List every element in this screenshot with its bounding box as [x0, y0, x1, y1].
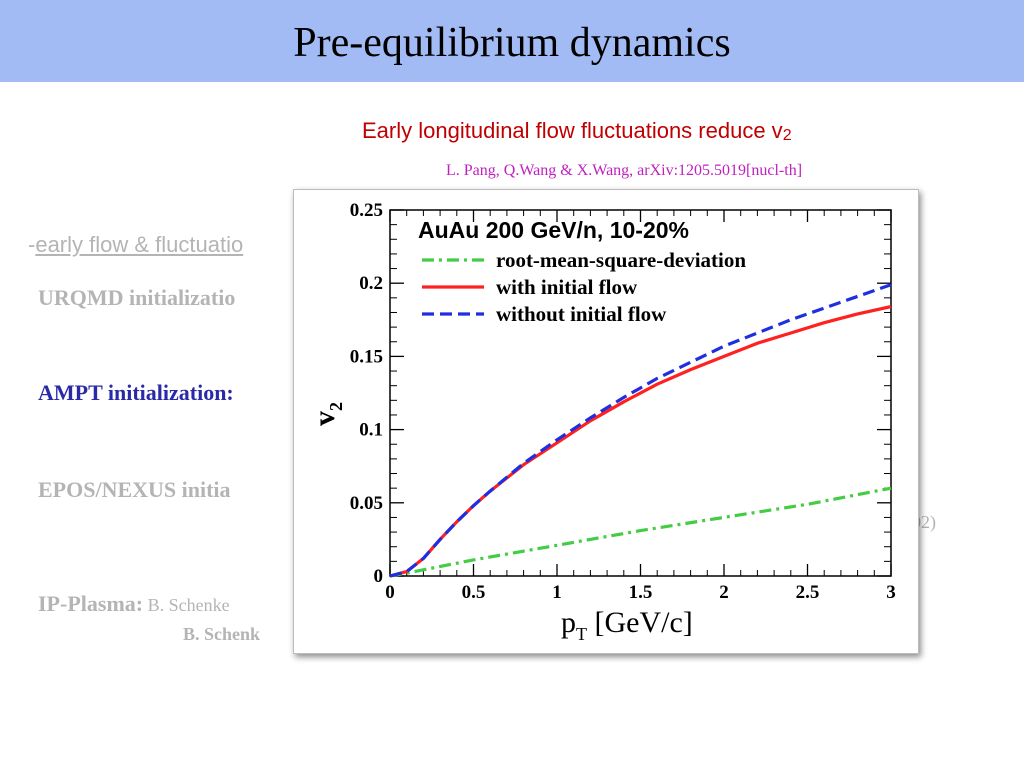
y-tick-label: 0.25 [350, 200, 383, 221]
ticks: 0 0.5 1 1.5 2 2.5 3 0 0.05 0.1 0.15 0.2 0.25 [350, 200, 896, 603]
ip-plasma-item: IP-Plasma: B. Schenke [38, 591, 230, 617]
y-tick-label: 0.2 [359, 273, 383, 294]
x-axis-label: pT [GeV/c] [561, 606, 693, 644]
epos-item: EPOS/NEXUS initia [38, 477, 231, 502]
subtitle-subscript: 2 [782, 127, 792, 144]
early-flow-text: early flow & fluctuatio [35, 232, 244, 257]
series-line-with-initial-flow [389, 305, 892, 578]
subtitle: Early longitudinal flow fluctuations red… [362, 118, 792, 144]
y-tick-label: 0.1 [359, 420, 383, 441]
title-bar: Pre-equilibrium dynamics [0, 0, 1024, 82]
subtitle-text: Early longitudinal flow fluctuations red… [362, 118, 783, 143]
x-tick-label: 1 [552, 582, 562, 603]
legend-label: without initial flow [496, 302, 667, 326]
x-axis-label-main: p [561, 606, 576, 639]
urqmd-item: URQMD initializatio [38, 285, 236, 310]
x-tick-label: 3 [886, 582, 896, 603]
x-tick-label: 2.5 [796, 582, 820, 603]
legend-label: root-mean-square-deviation [496, 248, 746, 272]
ip-plasma-author-2: B. Schenk [183, 624, 261, 644]
reference-citation: L. Pang, Q.Wang & X.Wang, arXiv:1205.501… [446, 162, 803, 179]
slide-title: Pre-equilibrium dynamics [293, 20, 731, 66]
chart-title: AuAu 200 GeV/n, 10-20% [418, 217, 689, 243]
v2-chart: 0 0.5 1 1.5 2 2.5 3 0 0.05 0.1 0.15 0.2 0.25 AuAu 20… [308, 200, 896, 644]
legend-label: with initial flow [496, 275, 638, 299]
legend: root-mean-square-deviation with initial f… [422, 248, 746, 326]
early-flow-line: -early flow & fluctuatio [28, 232, 243, 258]
ampt-item: AMPT initialization: [38, 380, 234, 405]
x-tick-label: 0.5 [462, 582, 486, 603]
y-tick-label: 0 [374, 566, 384, 587]
series-line-without-initial-flow [389, 283, 892, 578]
x-axis-label-sub: T [576, 624, 587, 644]
chart-panel: 0 0.5 1 1.5 2 2.5 3 0 0.05 0.1 0.15 0.2 0.25 AuAu 20… [293, 189, 919, 654]
series-lines [389, 283, 892, 578]
early-prefix: - [28, 232, 36, 257]
y-tick-label: 0.05 [350, 493, 383, 514]
y-axis-label-main: v [308, 411, 341, 426]
y-axis-label: v2 [308, 402, 346, 426]
x-tick-label: 0 [385, 582, 395, 603]
y-axis-label-sub: 2 [326, 402, 346, 411]
x-axis-label-unit: [GeV/c] [587, 606, 693, 639]
ip-plasma-author: B. Schenke [143, 595, 230, 615]
ip-plasma-label: IP-Plasma: [38, 591, 144, 616]
x-tick-label: 1.5 [629, 582, 653, 603]
y-tick-label: 0.15 [350, 346, 383, 367]
x-tick-label: 2 [719, 582, 729, 603]
series-line-root-mean-square-deviation [389, 486, 892, 578]
